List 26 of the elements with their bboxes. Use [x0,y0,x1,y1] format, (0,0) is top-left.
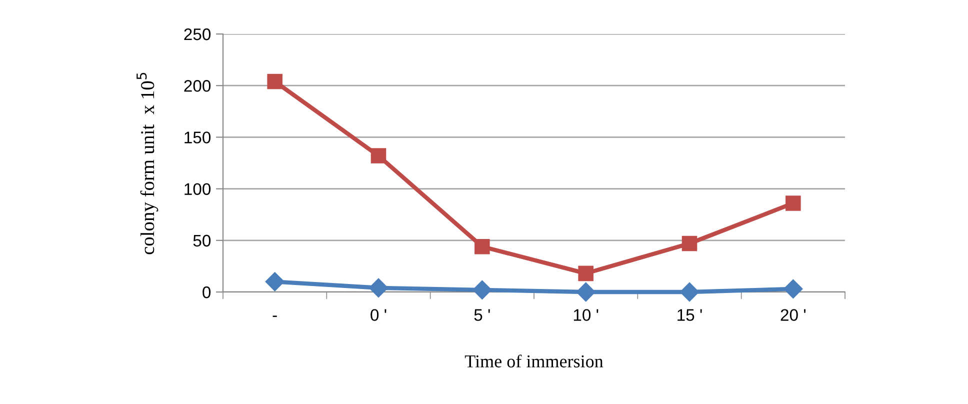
point [576,282,596,302]
y-tick-label: 50 [193,234,211,247]
point [680,282,700,302]
point [368,278,388,298]
point [267,74,282,90]
y-axis-title: colony form unit x 10$^{5}$ [136,72,158,254]
point [784,279,803,298]
point [474,238,490,254]
x-tick-label: 10 ' [574,309,598,321]
x-tick-label: 20 ' [780,309,806,321]
x-tick-label: - [272,316,277,317]
point [472,280,492,300]
y-tick-label: 0 [202,286,211,298]
point [370,148,386,164]
x-axis-title: Time of immersion [464,354,604,368]
point [265,272,284,292]
y-tick-label: 200 [184,80,211,92]
x-tick-label: 5 ' [474,309,490,321]
x-tick-label: 15 ' [678,309,702,321]
y-tick-label: 150 [184,132,211,144]
x-tick-label: 0 ' [370,309,386,321]
point [682,236,698,252]
point [578,266,594,282]
y-tick-label: 250 [184,28,211,40]
point [786,196,801,211]
y-tick-label: 100 [184,183,211,196]
